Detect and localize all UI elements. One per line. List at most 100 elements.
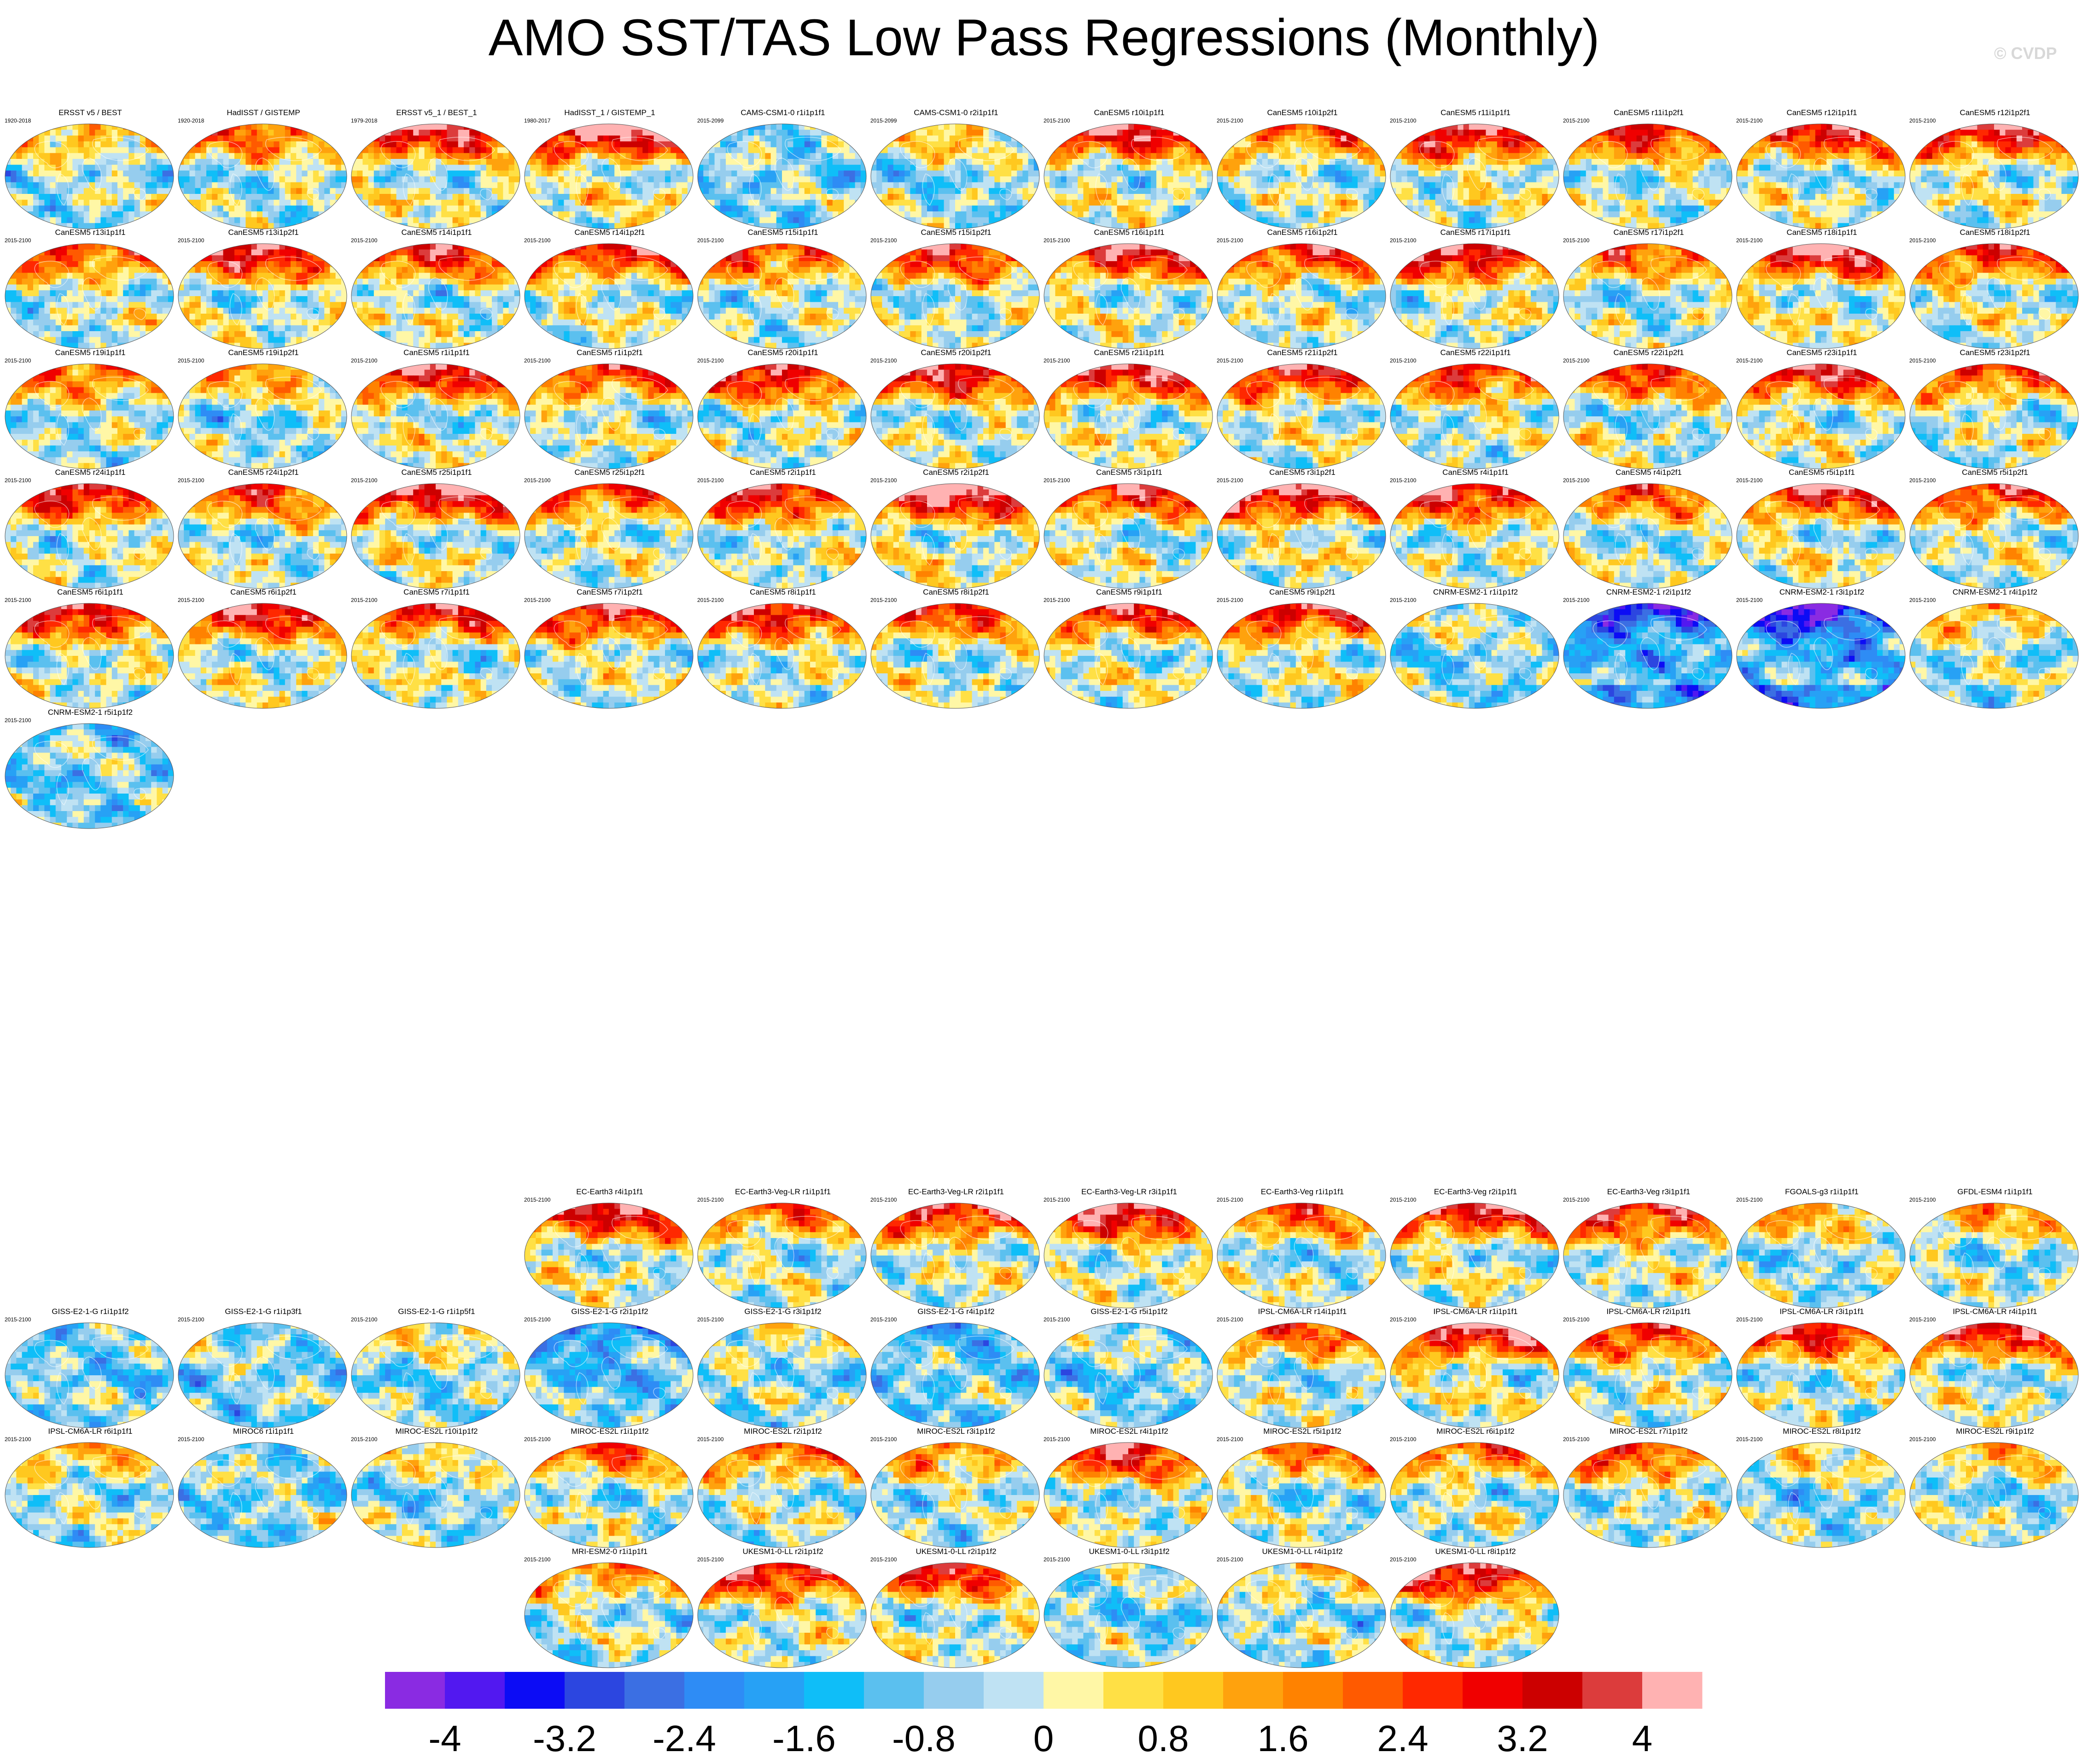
map-cell: [536, 182, 542, 188]
map-cell: [1412, 124, 1419, 130]
map-cell: [234, 205, 240, 212]
map-cell: [726, 205, 732, 212]
map-cell: [402, 199, 408, 206]
map-cell: [1318, 211, 1324, 218]
map-cell: [1335, 182, 1341, 188]
map-cell: [503, 188, 509, 194]
map-cell: [1497, 141, 1503, 148]
map-cell: [547, 176, 553, 183]
map-cell: [22, 129, 28, 136]
map-cell: [184, 164, 190, 171]
map-cell: [989, 129, 995, 136]
map-cell: [1055, 188, 1061, 194]
map-cell: [1458, 159, 1464, 165]
map-cell: [648, 135, 654, 142]
map-cell: [441, 159, 447, 165]
map-cell: [871, 159, 877, 165]
map-cell: [508, 217, 515, 223]
continent-outline: [380, 141, 416, 169]
map-cell: [1335, 147, 1341, 153]
map-cell: [1167, 135, 1174, 142]
map-cell: [1078, 135, 1084, 142]
continent-outline: [1419, 141, 1455, 169]
map-cell: [1424, 199, 1430, 206]
map-cell: [475, 135, 481, 142]
map-cell: [1412, 164, 1419, 171]
panel-years: 2015-2100: [1563, 117, 1589, 124]
map-cell: [1005, 164, 1012, 171]
map-cell: [742, 135, 749, 142]
map-cell: [5, 188, 11, 194]
map-cell: [480, 147, 487, 153]
map-cell: [251, 141, 257, 148]
map-cell: [1050, 217, 1056, 223]
map-cell: [162, 217, 169, 223]
map-cell: [1469, 223, 1475, 229]
map-cell: [1312, 194, 1319, 200]
map-cell: [251, 176, 257, 183]
map-cell: [1318, 217, 1324, 223]
map-cell: [162, 159, 169, 165]
map-cell: [1631, 129, 1637, 136]
map-cell: [16, 205, 23, 212]
map-cell: [597, 205, 604, 212]
map-cell: [1346, 182, 1353, 188]
map-cell: [720, 188, 726, 194]
map-cell: [1374, 199, 1381, 206]
map-cell: [11, 159, 17, 165]
map-cell: [1245, 176, 1251, 183]
map-cell: [759, 188, 765, 194]
map-cell: [1346, 129, 1353, 136]
map-cell: [78, 129, 84, 136]
continent-outline: [826, 188, 839, 201]
regression-map: [351, 123, 520, 229]
map-cell: [1145, 135, 1151, 142]
map-cell: [938, 129, 945, 136]
map-cell: [1017, 194, 1023, 200]
map-cell: [916, 153, 922, 159]
map-cell: [100, 147, 107, 153]
map-cell: [765, 147, 771, 153]
map-cell: [1295, 170, 1302, 177]
map-cell: [475, 141, 481, 148]
map-cell: [452, 141, 459, 148]
map-cell: [1184, 205, 1190, 212]
map-cell: [737, 153, 743, 159]
map-cell: [324, 182, 330, 188]
map-cell: [832, 211, 839, 218]
map-cell: [200, 211, 207, 218]
map-cell: [737, 135, 743, 142]
map-cell: [804, 147, 811, 153]
map-cell: [1475, 164, 1481, 171]
map-cell: [821, 188, 828, 194]
map-cell: [1452, 164, 1458, 171]
map-cell: [514, 170, 520, 177]
map-cell: [1228, 188, 1235, 194]
map-cell: [844, 182, 850, 188]
map-cell: [1531, 217, 1537, 223]
map-cell: [703, 124, 709, 130]
map-cell: [1503, 164, 1509, 171]
map-cell: [1475, 176, 1481, 183]
map-cell: [793, 199, 799, 206]
map-cell: [357, 199, 363, 206]
map-cell: [765, 205, 771, 212]
map-cell: [821, 129, 828, 136]
map-cell: [597, 164, 604, 171]
map-cell: [860, 153, 866, 159]
map-cell: [1390, 159, 1396, 165]
map-cell: [1089, 170, 1095, 177]
map-cell: [1117, 124, 1123, 130]
map-cell: [876, 182, 882, 188]
map-cell: [1184, 164, 1190, 171]
map-cell: [1346, 135, 1353, 142]
map-cell: [966, 194, 973, 200]
map-cell: [1401, 164, 1408, 171]
map-cell: [486, 176, 492, 183]
map-cell: [503, 129, 509, 136]
map-cell: [816, 182, 822, 188]
map-cell: [396, 199, 402, 206]
map-cell: [1407, 164, 1413, 171]
map-cell: [1072, 205, 1078, 212]
map-cell: [117, 205, 123, 212]
